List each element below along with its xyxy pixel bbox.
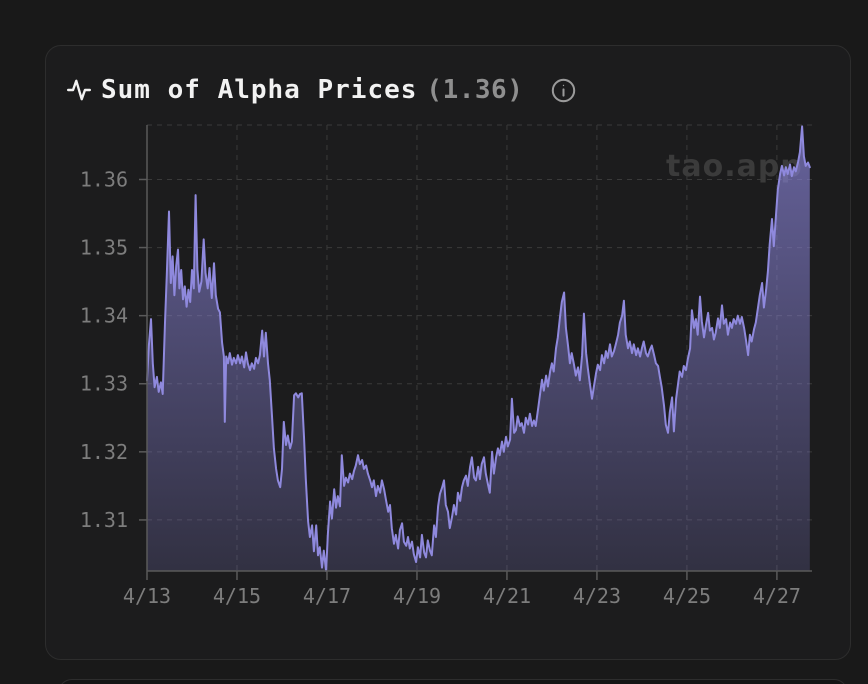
area-fill	[147, 126, 810, 572]
y-axis-label: 1.31	[80, 508, 128, 532]
chart-current-value: (1.36)	[426, 75, 524, 105]
price-line	[146, 125, 811, 572]
y-axis-label: 1.33	[80, 372, 128, 396]
y-axis-label: 1.35	[80, 236, 128, 260]
y-axis-label: 1.32	[80, 440, 128, 464]
chart-title: Sum of Alpha Prices	[101, 75, 418, 105]
y-axis-label: 1.36	[80, 167, 128, 191]
x-axis-label: 4/15	[213, 584, 261, 608]
x-axis-label: 4/25	[663, 584, 711, 608]
x-axis-label: 4/23	[573, 584, 621, 608]
x-axis-label: 4/17	[303, 584, 351, 608]
y-axis-label: 1.34	[80, 304, 128, 328]
x-axis-label: 4/19	[393, 584, 441, 608]
x-axis-label: 4/21	[483, 584, 531, 608]
chart-header: Sum of Alpha Prices (1.36)	[66, 74, 577, 106]
info-icon[interactable]	[550, 77, 577, 104]
activity-icon	[66, 77, 92, 103]
x-axis-label: 4/13	[123, 584, 171, 608]
x-axis-label: 4/27	[753, 584, 801, 608]
